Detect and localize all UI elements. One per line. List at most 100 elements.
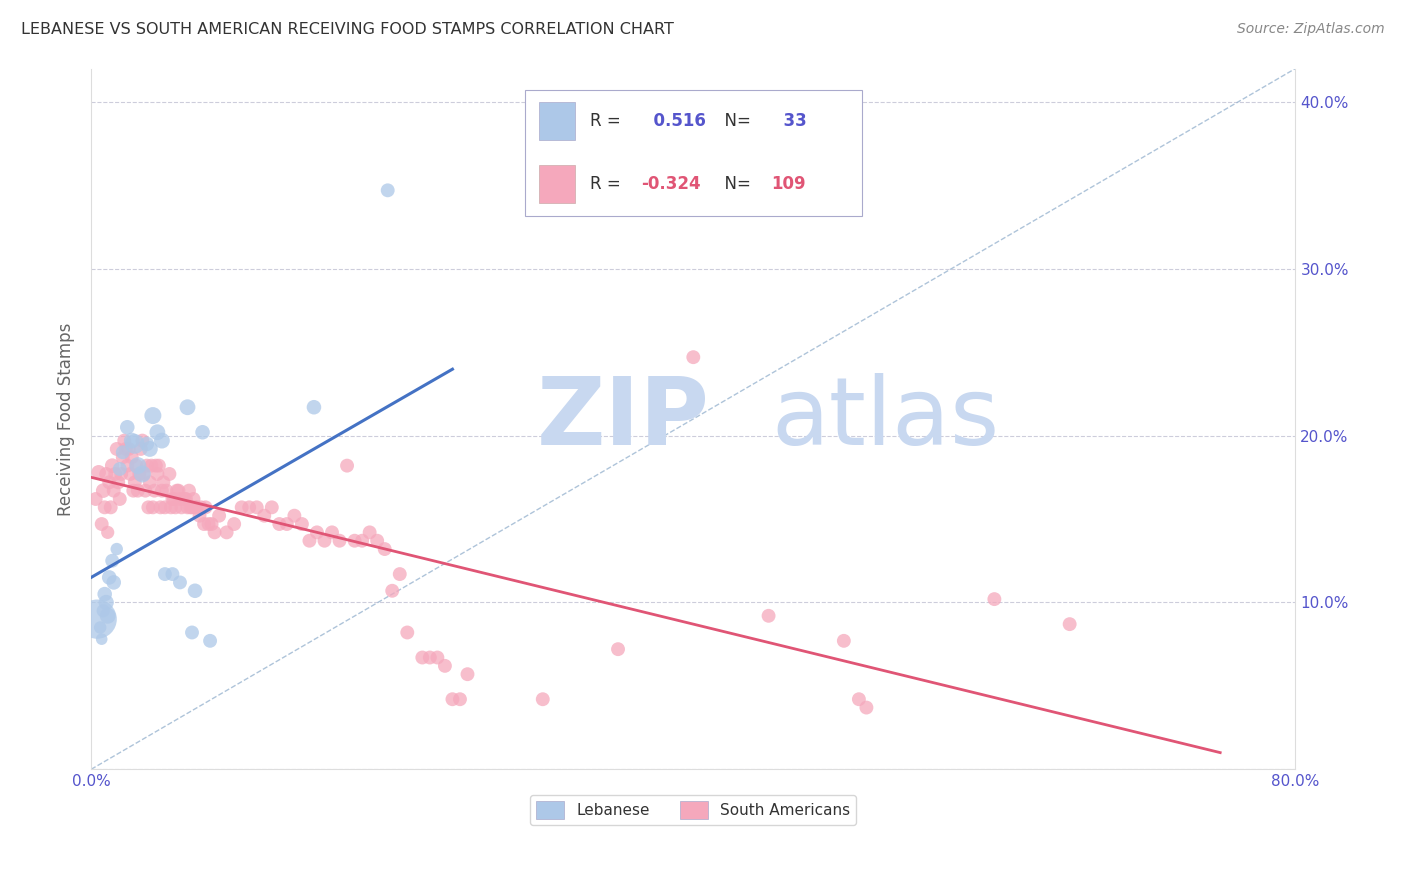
- Point: [457, 667, 479, 681]
- Point: [352, 533, 374, 548]
- Text: R =: R =: [589, 175, 626, 194]
- Point: [190, 500, 212, 515]
- Point: [103, 575, 125, 590]
- Point: [283, 508, 305, 523]
- Point: [125, 458, 148, 473]
- Point: [96, 595, 118, 609]
- Point: [163, 491, 186, 506]
- Legend: Lebanese, South Americans: Lebanese, South Americans: [530, 795, 856, 825]
- Point: [117, 458, 139, 473]
- Point: [181, 500, 204, 515]
- Point: [107, 475, 129, 490]
- Point: [135, 437, 157, 451]
- Point: [169, 491, 191, 506]
- Point: [121, 450, 143, 465]
- Point: [321, 525, 343, 540]
- Point: [153, 567, 176, 582]
- Point: [198, 633, 221, 648]
- Point: [328, 533, 350, 548]
- Point: [103, 483, 125, 498]
- Point: [449, 692, 471, 706]
- Point: [101, 554, 124, 568]
- Point: [114, 442, 136, 456]
- Point: [105, 442, 128, 456]
- Text: atlas: atlas: [772, 373, 1000, 465]
- Text: ZIP: ZIP: [537, 373, 710, 465]
- Point: [983, 592, 1005, 607]
- Point: [124, 475, 146, 490]
- Point: [377, 183, 399, 197]
- Point: [101, 458, 124, 473]
- Point: [100, 500, 122, 515]
- Point: [167, 483, 190, 498]
- Point: [682, 350, 704, 364]
- Point: [260, 500, 283, 515]
- Point: [291, 516, 314, 531]
- Point: [231, 500, 253, 515]
- Point: [146, 467, 169, 481]
- Point: [184, 583, 207, 598]
- Point: [97, 608, 120, 623]
- Point: [127, 483, 149, 498]
- Point: [91, 604, 114, 618]
- Point: [122, 483, 145, 498]
- Point: [91, 483, 114, 498]
- Point: [193, 516, 215, 531]
- Text: LEBANESE VS SOUTH AMERICAN RECEIVING FOOD STAMPS CORRELATION CHART: LEBANESE VS SOUTH AMERICAN RECEIVING FOO…: [21, 22, 673, 37]
- Point: [112, 434, 135, 448]
- Point: [381, 583, 404, 598]
- Point: [98, 570, 121, 584]
- Point: [150, 483, 173, 498]
- Point: [305, 525, 328, 540]
- Point: [141, 458, 163, 473]
- Text: R =: R =: [589, 112, 626, 130]
- Point: [86, 612, 108, 626]
- Point: [336, 458, 359, 473]
- Point: [138, 500, 160, 515]
- Point: [132, 467, 155, 481]
- Point: [366, 533, 388, 548]
- Point: [104, 467, 127, 481]
- Point: [142, 500, 165, 515]
- Point: [832, 633, 855, 648]
- Point: [111, 450, 134, 465]
- Point: [90, 516, 112, 531]
- Point: [176, 500, 198, 515]
- Point: [127, 458, 149, 473]
- Point: [129, 442, 152, 456]
- Point: [160, 500, 183, 515]
- Point: [142, 409, 165, 423]
- Bar: [538, 102, 575, 140]
- Point: [848, 692, 870, 706]
- Point: [131, 467, 153, 481]
- Point: [298, 533, 321, 548]
- Point: [108, 491, 131, 506]
- Point: [162, 491, 184, 506]
- Point: [84, 491, 107, 506]
- Point: [165, 500, 187, 515]
- Point: [374, 542, 396, 557]
- Point: [758, 608, 780, 623]
- Point: [174, 491, 197, 506]
- Point: [204, 525, 226, 540]
- Text: N=: N=: [714, 175, 756, 194]
- Point: [117, 420, 139, 434]
- Point: [359, 525, 381, 540]
- Point: [170, 500, 193, 515]
- Text: Source: ZipAtlas.com: Source: ZipAtlas.com: [1237, 22, 1385, 37]
- Point: [105, 542, 128, 557]
- Point: [145, 458, 167, 473]
- Point: [93, 587, 115, 601]
- Text: 0.516: 0.516: [641, 112, 706, 130]
- Point: [224, 516, 246, 531]
- Point: [98, 475, 121, 490]
- Point: [188, 508, 211, 523]
- Point: [607, 642, 630, 657]
- Point: [134, 483, 156, 498]
- Point: [89, 620, 111, 634]
- Text: -0.324: -0.324: [641, 175, 702, 194]
- Text: 109: 109: [772, 175, 806, 194]
- Point: [110, 467, 132, 481]
- Point: [181, 625, 204, 640]
- Point: [184, 500, 207, 515]
